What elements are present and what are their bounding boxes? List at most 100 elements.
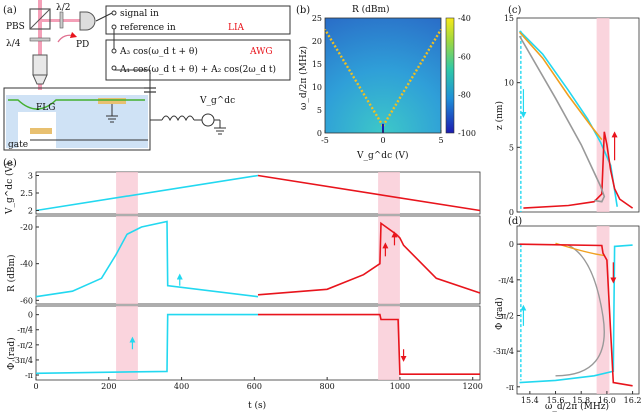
pd-label: PD [76, 40, 89, 50]
plot-d-ytick-label: -π [506, 383, 514, 392]
e-bot-ytick-label: -π/2 [17, 341, 33, 350]
quarter-wave-label: λ/4 [6, 39, 21, 49]
e-mid-ytick-label: -20 [20, 223, 33, 232]
laser-beam [38, 0, 42, 90]
pbs-diagonal [29, 8, 51, 30]
e-bot-series-down [258, 313, 480, 376]
e-top-band-up [116, 172, 138, 214]
reference-port-icon [111, 24, 117, 30]
pd-to-lia-wire [95, 12, 113, 22]
plot-d-unstable-branch [555, 244, 605, 377]
reflection-arrow-icon [57, 31, 78, 43]
awg-box [105, 39, 291, 81]
awg-line1: A₃ cos(ω_d t + θ) [119, 46, 198, 57]
plot-e-xlabel: t (s) [248, 400, 266, 411]
plot-d-xtick-label: 16.2 [624, 396, 642, 405]
gate-label: gate [8, 140, 28, 150]
colorbar-tick-label: -100 [458, 129, 476, 138]
lia-label: LIA [228, 23, 245, 33]
plot-d-ytick-label: -π/4 [498, 276, 514, 285]
e-xtick-label: 200 [101, 382, 116, 391]
gate-electrode [30, 128, 52, 134]
contact-electrode [98, 98, 126, 104]
colorbar-ticks: -40 -60 -80 -100 [458, 14, 476, 138]
heatmap-ylabel: ω_d/2π (MHz) [298, 46, 309, 110]
plot-d-series-sweep-up [519, 244, 633, 384]
plot-d-ylabel: Φ (rad) [494, 297, 505, 330]
colorbar-tick-label: -60 [458, 52, 471, 61]
e-top-ytick-label: 2 [28, 207, 33, 216]
panel-label-a: (a) [3, 5, 17, 16]
e-xtick-label: 1200 [463, 382, 483, 391]
colorbar-tick-label: -40 [458, 14, 471, 23]
awg-out1-port-icon [111, 48, 117, 54]
half-wave-label: λ/2 [56, 3, 70, 13]
e-xtick-label: 800 [320, 382, 335, 391]
lia-box [105, 5, 291, 35]
e-xtick-label: 400 [174, 382, 189, 391]
e-mid-series-up [35, 220, 259, 298]
plot-c-ytick-label: 5 [509, 143, 514, 152]
plot-c-series-unstable-branch [518, 35, 606, 203]
plot-d-frame [516, 225, 640, 395]
plot-c-series-sweep-down [523, 131, 634, 209]
panel-c: (c) 0 5 10 15 z (nm) [494, 5, 640, 217]
heatmap-ytick-label: 15 [312, 60, 322, 69]
plot-e-mid-frame [35, 215, 481, 305]
plot-e-ylabel-bot: Φ (rad) [6, 337, 17, 370]
heatmap-plot [324, 17, 442, 134]
e-top-band-down [378, 172, 400, 214]
plot-d: 0 -π/4 -π/2 -3π/4 -π 15.4 15.6 15.8 16.0 16.2 [493, 226, 641, 405]
plot-e-ylabel-top: V_g^dc (V) [4, 163, 15, 216]
half-wave-plate [59, 11, 64, 29]
panel-a: (a) PBS λ/2 λ/4 PD signal in reference i… [3, 0, 291, 151]
device-box [3, 87, 151, 151]
e-bot-band-down [378, 306, 400, 380]
ground-icon [106, 115, 118, 123]
e-bot-ytick-label: -π/4 [17, 326, 33, 335]
e-bot-ytick-label: -3π/4 [12, 356, 33, 365]
panel-label-b: (b) [296, 5, 310, 16]
awg-label: AWG [249, 47, 273, 57]
flg-membrane [8, 99, 145, 110]
plot-e: 22.53-20-40-600-π/4-π/2-3π/4-π0 200 400 600… [12, 172, 483, 392]
e-bot-ytick-label: 0 [28, 311, 33, 320]
heatmap-ytick-label: 20 [312, 37, 322, 46]
heatmap-ytick-label: 10 [312, 83, 322, 92]
plot-d-series-sweep-down [519, 243, 633, 387]
e-bot-series-up [35, 313, 258, 375]
plot-d-xtick-label: 16.0 [598, 396, 616, 405]
e-mid-series-down [257, 221, 481, 296]
objective-lens [32, 54, 48, 76]
plot-d-xtick-label: 15.4 [521, 396, 539, 405]
heatmap-xlabel: V_g^dc (V) [356, 150, 409, 161]
e-mid-band-up [116, 216, 138, 304]
e-mid-ytick-label: -60 [20, 296, 33, 305]
panel-label-e: (e) [3, 158, 17, 169]
objective-tip [32, 74, 48, 85]
ground-icon-2 [214, 120, 226, 135]
inductor-icon [161, 115, 195, 122]
plot-d-xtick-label: 15.6 [547, 396, 565, 405]
plot-c-ytick-label: 0 [509, 208, 514, 217]
awg-out2-port-icon [111, 65, 117, 71]
plot-e-top-frame [35, 171, 481, 215]
plot-c-frame [516, 17, 640, 213]
e-xtick-label: 0 [33, 382, 38, 391]
plot-c-ytick-label: 10 [504, 79, 514, 88]
heatmap-title: R (dBm) [352, 4, 390, 15]
colorbar-tick-label: -80 [458, 91, 471, 100]
vg-label: V_g^dc [199, 96, 235, 106]
plot-c-bistable-band [596, 18, 610, 212]
colorbar [445, 17, 455, 134]
plot-c-ylabel: z (nm) [494, 101, 505, 130]
plot-d-ytick-label: -π/2 [498, 311, 514, 320]
e-bot-ytick-label: -π [25, 371, 33, 380]
plot-c-series-stable-branch [519, 31, 603, 141]
reference-in-label: reference in [120, 23, 176, 33]
pbs-cube [29, 8, 51, 30]
signal-in-label: signal in [120, 9, 159, 19]
flg-label: FLG [36, 103, 55, 113]
